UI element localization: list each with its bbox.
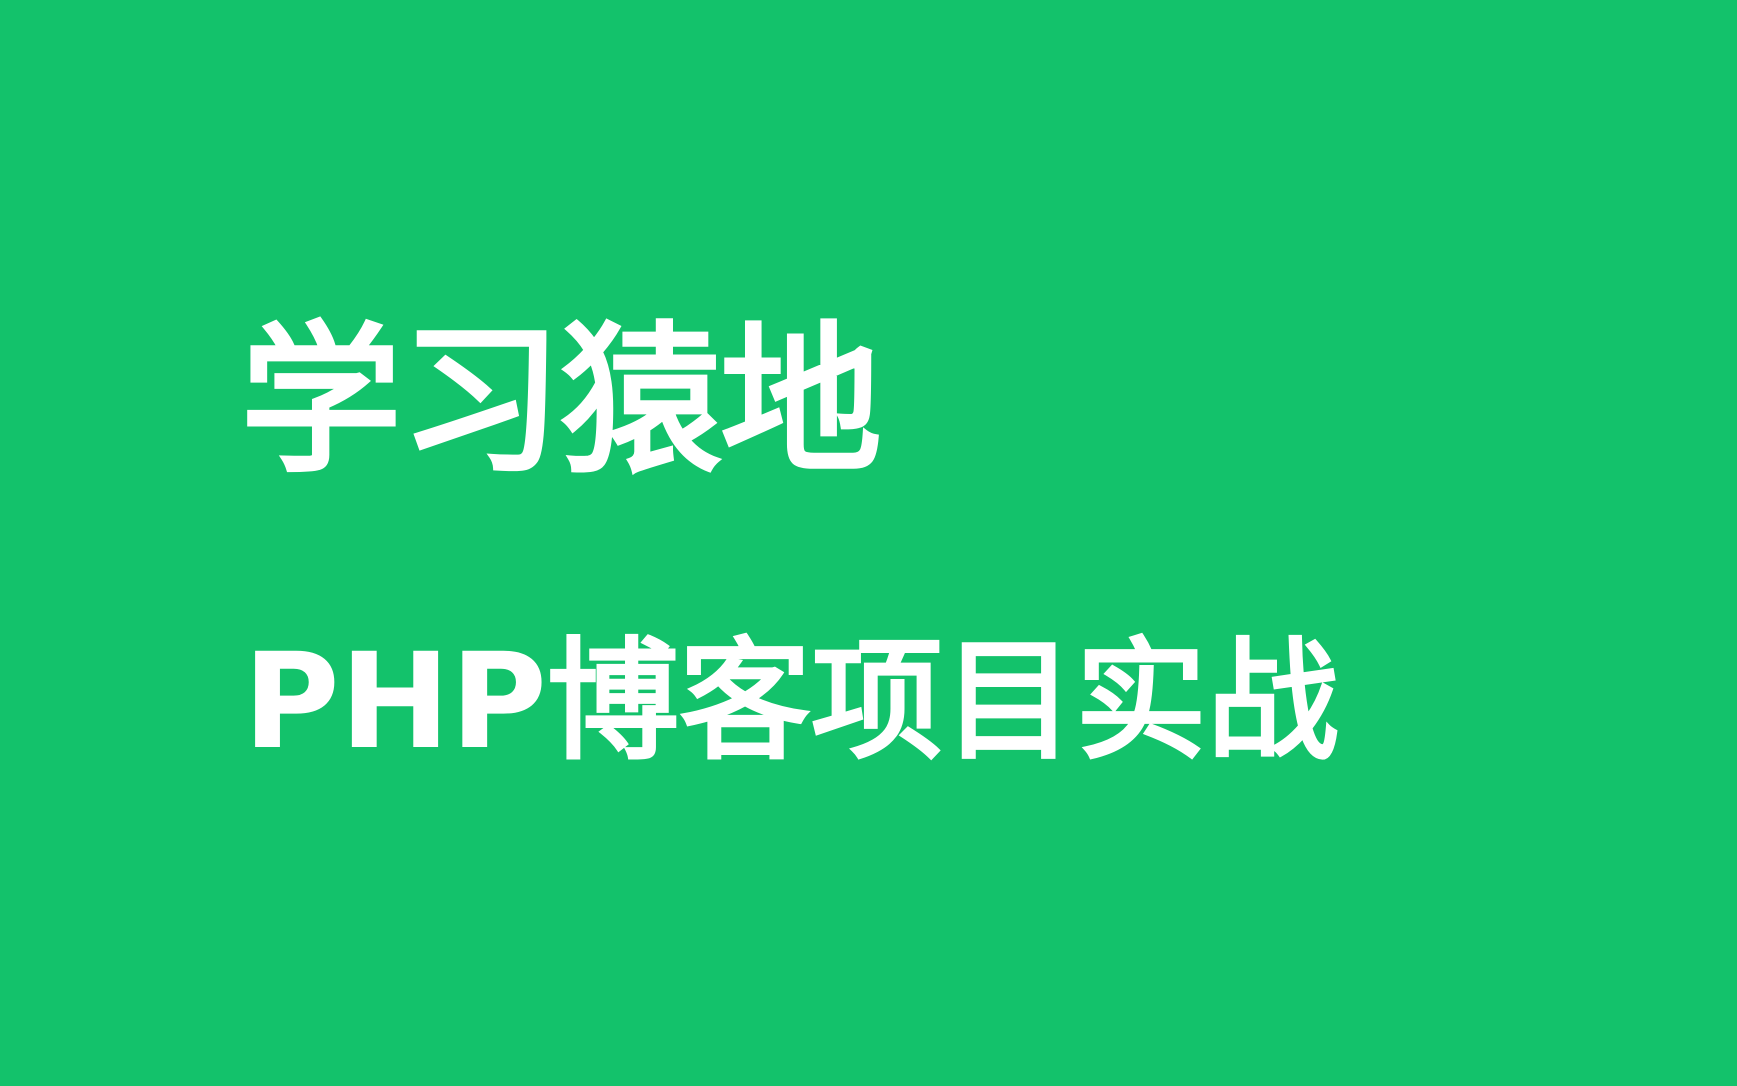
brand-title: 学习猿地 <box>240 308 882 496</box>
course-title: PHP博客项目实战 <box>243 625 1339 779</box>
